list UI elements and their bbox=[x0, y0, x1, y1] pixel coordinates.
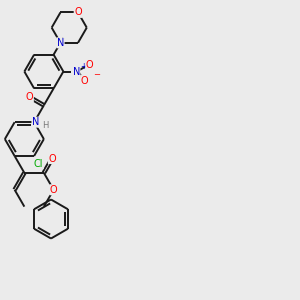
Text: Cl: Cl bbox=[34, 159, 43, 169]
Text: O: O bbox=[81, 76, 88, 85]
Text: N: N bbox=[57, 38, 64, 48]
Text: H: H bbox=[42, 121, 49, 130]
Text: O: O bbox=[26, 92, 33, 102]
Text: +: + bbox=[80, 61, 87, 70]
Text: −: − bbox=[93, 70, 100, 79]
Text: N: N bbox=[73, 67, 80, 76]
Text: O: O bbox=[48, 154, 56, 164]
Text: O: O bbox=[86, 60, 93, 70]
Text: O: O bbox=[74, 8, 82, 17]
Text: O: O bbox=[50, 185, 57, 195]
Text: N: N bbox=[32, 117, 39, 127]
